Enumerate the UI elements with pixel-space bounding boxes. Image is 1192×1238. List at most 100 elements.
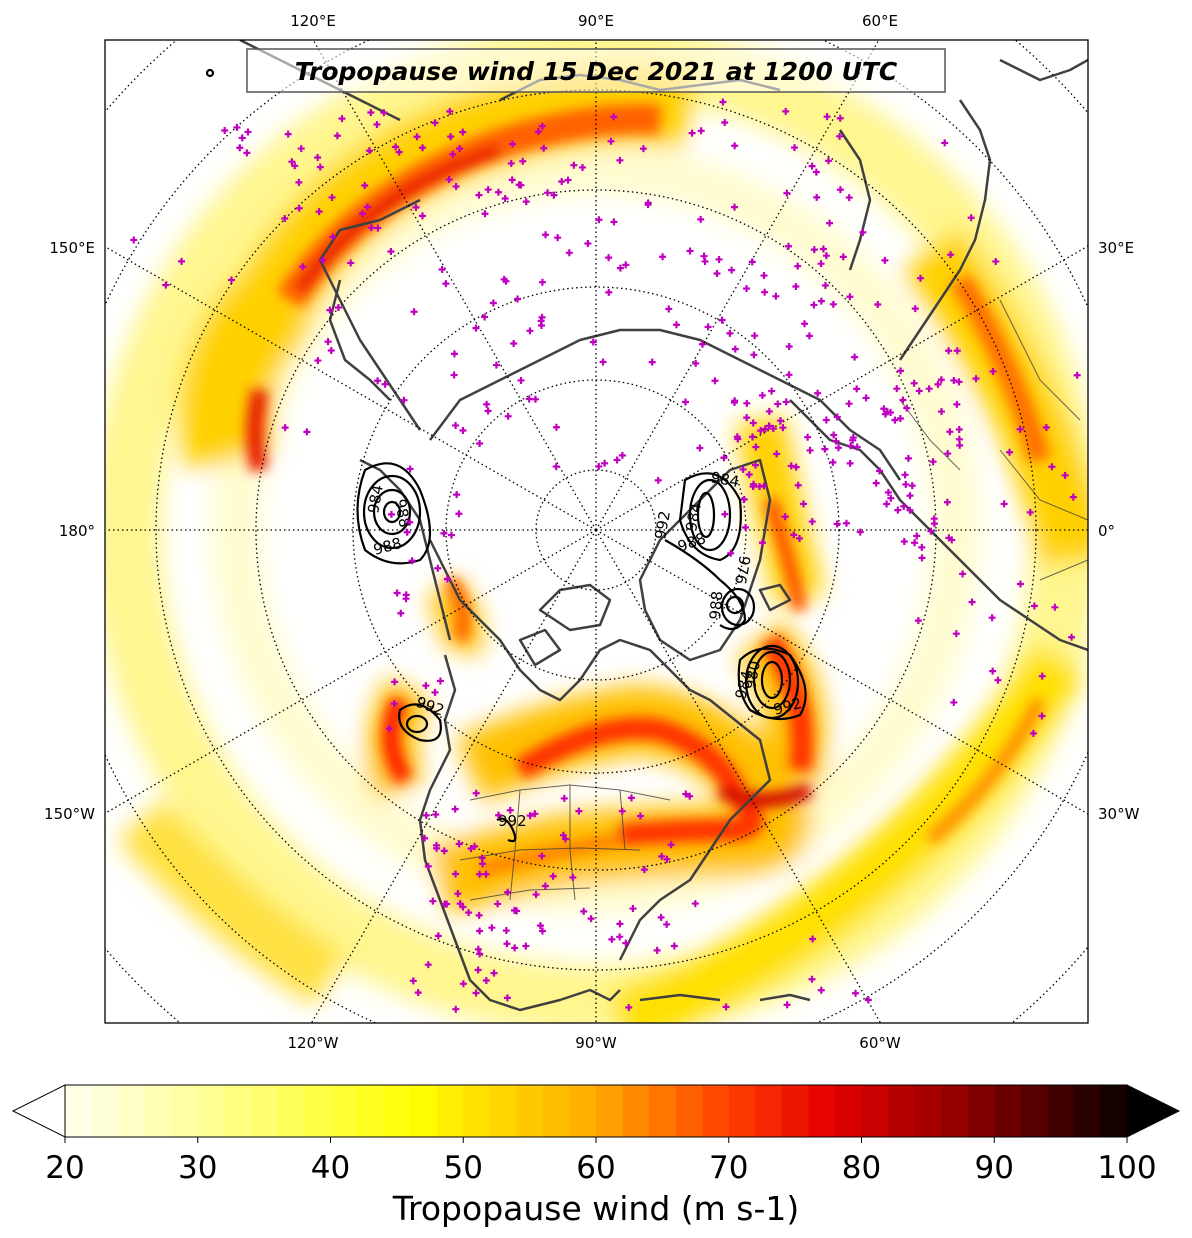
observation-marker [465,909,473,917]
colorbar-cell [91,1085,119,1137]
observation-marker [1061,471,1069,479]
contour-label: 976 [731,554,754,585]
observation-marker [622,261,630,269]
title-box: Tropopause wind 15 Dec 2021 at 1200 UTC [246,48,946,93]
observation-marker [476,927,484,935]
observation-marker [452,183,460,191]
observation-marker [616,264,624,272]
observation-marker [817,260,825,268]
observation-marker [728,266,736,274]
observation-marker [927,527,935,535]
observation-marker [918,543,926,551]
observation-marker [915,387,923,395]
observation-marker [429,897,437,905]
observation-marker [1042,424,1050,432]
observation-marker [380,109,388,117]
observation-marker [750,480,758,488]
observation-marker [765,407,773,415]
observation-marker [412,203,420,211]
colorbar-cell [197,1085,225,1137]
observation-marker [589,338,597,346]
lon-label-right: 30°E [1098,239,1134,257]
contour-label: 992 [651,509,674,540]
observation-marker [959,570,967,578]
observation-marker [519,157,527,165]
observation-marker [561,835,569,843]
observation-marker [829,300,837,308]
observation-marker [627,794,635,802]
observation-marker [636,812,644,820]
observation-marker [752,461,760,469]
observation-marker [812,168,820,176]
observation-marker [447,531,455,539]
observation-marker [565,249,573,257]
observation-marker [244,128,252,136]
observation-marker [552,463,560,471]
observation-marker [824,157,832,165]
observation-marker [856,528,864,536]
observation-marker [839,253,847,261]
lon-label-right: 0° [1098,522,1115,540]
colorbar-cell [808,1085,836,1137]
observation-marker [952,630,960,638]
observation-marker [452,870,460,878]
observation-marker [440,847,448,855]
colorbar-tick-label: 50 [444,1150,483,1186]
colorbar-cell [1100,1085,1128,1137]
observation-marker [373,120,381,128]
observation-marker [327,347,335,355]
observation-marker [783,189,791,197]
observation-marker [452,421,460,429]
colorbar-cell [410,1085,438,1137]
observation-marker [681,398,689,406]
colorbar-cell [357,1085,385,1137]
observation-marker [903,404,911,412]
observation-marker [538,927,546,935]
observation-marker [525,395,533,403]
observation-marker [901,471,909,479]
observation-marker [792,282,800,290]
observation-marker [897,367,905,375]
observation-marker [772,292,780,300]
observation-marker [911,539,919,547]
observation-marker [688,129,696,137]
observation-marker [618,451,626,459]
observation-marker [665,305,673,313]
colorbar-extend-high [1126,1084,1181,1138]
contour-label: 984 [682,501,705,532]
observation-marker [492,361,500,369]
observation-marker [769,425,777,433]
observation-marker [522,198,530,206]
observation-marker [774,400,782,408]
observation-marker [526,327,534,335]
observation-marker [648,358,656,366]
observation-marker [374,377,382,385]
colorbar-cell [542,1085,571,1137]
observation-marker [1038,712,1046,720]
observation-marker [785,371,793,379]
observation-marker [817,986,825,994]
observation-marker [538,313,546,321]
colorbar-cell [1073,1085,1102,1137]
observation-marker [1029,729,1037,737]
observation-marker [852,989,860,997]
colorbar-cell [569,1085,597,1137]
observation-marker [338,115,346,123]
observation-marker [385,725,393,733]
observation-marker [453,491,461,499]
observation-marker [387,510,395,518]
observation-marker [436,677,444,685]
observation-marker [682,790,690,798]
observation-marker [696,444,704,452]
observation-marker [403,528,411,536]
observation-marker [549,872,557,880]
observation-marker [443,575,451,583]
observation-marker [874,300,882,308]
observation-marker [616,920,624,928]
lon-label-left: 180° [59,522,95,540]
observation-marker [819,245,827,253]
observation-marker [610,218,618,226]
colorbar-tick-label: 30 [178,1150,217,1186]
observation-marker [640,866,648,874]
